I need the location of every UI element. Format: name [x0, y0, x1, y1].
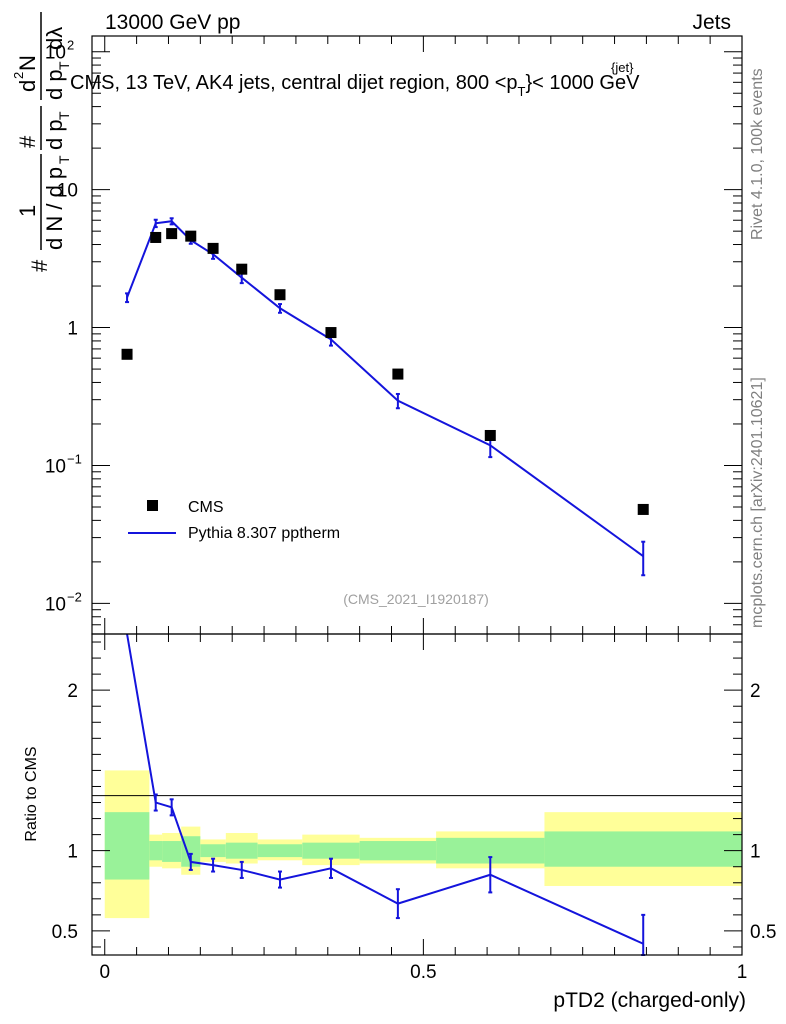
ylabel-hash-2: # — [15, 135, 40, 148]
ratio-mc-series — [126, 633, 646, 956]
data-point-5 — [236, 263, 248, 275]
ylabel-dpt-2-sub: T — [56, 61, 72, 70]
ylabel-one: 1 — [15, 205, 40, 217]
ratio-uncertainty-bands — [104, 770, 742, 919]
y-tick-label-main-4: 10 — [45, 43, 66, 64]
ylabel-hash-1: # — [27, 259, 52, 272]
y-tick-label-exp-1: −1 — [67, 451, 82, 466]
header-jets-label: Jets — [692, 11, 731, 34]
data-point-2 — [166, 228, 178, 240]
ylabel-n: N — [15, 55, 40, 71]
plot-title-text: CMS, 13 TeV, AK4 jets, central dijet reg… — [70, 72, 518, 94]
ylabel-dpt-2: d p — [42, 69, 67, 100]
ylabel-dpt-sub: T — [56, 111, 72, 120]
ylabel-d2: d — [15, 80, 40, 92]
band-inner-0 — [104, 812, 150, 880]
x-tick-label-0: 0 — [99, 962, 110, 983]
ylabel-dpt: d p — [42, 119, 67, 150]
ratio-y-tick-label-left-1: 1 — [67, 842, 78, 863]
legend-cms-label: CMS — [188, 499, 224, 516]
plot-title-end: }< 1000 GeV — [525, 72, 640, 94]
data-point-1 — [150, 231, 162, 243]
band-inner-5 — [225, 842, 258, 859]
y-tick-label-main-1: 10 — [45, 456, 66, 477]
band-inner-4 — [200, 844, 226, 858]
band-inner-7 — [302, 842, 360, 859]
ratio-mc-line — [126, 633, 644, 945]
x-tick-label-2: 1 — [737, 962, 748, 983]
band-inner-2 — [162, 841, 182, 862]
data-point-6 — [274, 289, 286, 301]
data-point-9 — [484, 429, 496, 441]
ratio-plot-frame — [91, 633, 743, 956]
analysis-watermark: (CMS_2021_I1920187) — [343, 591, 489, 607]
plot-title: CMS, 13 TeV, AK4 jets, central dijet reg… — [70, 60, 640, 99]
ratio-y-tick-label-right-0: 0.5 — [750, 922, 776, 943]
data-point-7 — [325, 327, 337, 339]
ratio-axis-ticks: 0.5 0.51 12 20 0.5 1 — [52, 634, 776, 983]
x-tick-label-1: 0.5 — [410, 962, 436, 983]
band-inner-8 — [359, 841, 437, 861]
band-inner-6 — [257, 844, 303, 858]
main-plot-frame — [91, 35, 743, 635]
ratio-y-tick-label-left-2: 2 — [67, 681, 78, 702]
data-point-10 — [637, 503, 649, 515]
ylabel-dndpt: d N / d p — [42, 167, 67, 250]
legend-cms-marker — [147, 500, 158, 511]
plot-title-main: CMS, 13 TeV, AK4 jets, central dijet reg… — [70, 72, 640, 99]
legend: CMS Pythia 8.307 pptherm — [128, 499, 340, 542]
y-tick-label-main-3: 10 — [57, 181, 78, 202]
ratio-y-tick-label-right-2: 2 — [750, 681, 761, 702]
mcplots-label: mcplots.cern.ch [arXiv:2401.10621] — [749, 377, 766, 628]
header-energy-label: 13000 GeV pp — [105, 11, 240, 34]
data-point-8 — [392, 368, 404, 380]
ylabel-dlambda: dλ — [42, 27, 67, 50]
y-tick-label-main-2: 1 — [67, 319, 78, 340]
main-mc-series — [125, 217, 646, 577]
plot-title-sup: {jet} — [611, 60, 634, 75]
plot-title-sub: T — [518, 84, 526, 99]
band-inner-10 — [544, 831, 742, 867]
ratio-y-tick-label-right-1: 1 — [750, 842, 761, 863]
band-inner-3 — [181, 836, 201, 867]
data-point-0 — [121, 348, 133, 360]
ylabel-d2-sup: 2 — [11, 72, 26, 79]
x-axis-label: pTD2 (charged-only) — [553, 989, 746, 1012]
band-inner-1 — [149, 841, 163, 861]
legend-mc-label: Pythia 8.307 pptherm — [188, 525, 340, 542]
main-data-series — [121, 228, 649, 515]
data-point-3 — [185, 230, 197, 242]
ratio-y-tick-label-left-0: 0.5 — [52, 922, 78, 943]
data-point-4 — [207, 242, 219, 254]
rivet-version-label: Rivet 4.1.0, 100k events — [749, 68, 766, 240]
main-y-axis-label: # 1 d N / d p T # d p T d 2 N d p T dλ — [11, 12, 72, 272]
y-tick-label-main-0: 10 — [45, 594, 66, 615]
ratio-y-axis-label: Ratio to CMS — [23, 746, 40, 841]
y-tick-label-exp-0: −2 — [67, 589, 82, 604]
y-tick-label-exp-4: 2 — [67, 38, 74, 53]
ylabel-dndpt-sub: T — [56, 155, 72, 164]
